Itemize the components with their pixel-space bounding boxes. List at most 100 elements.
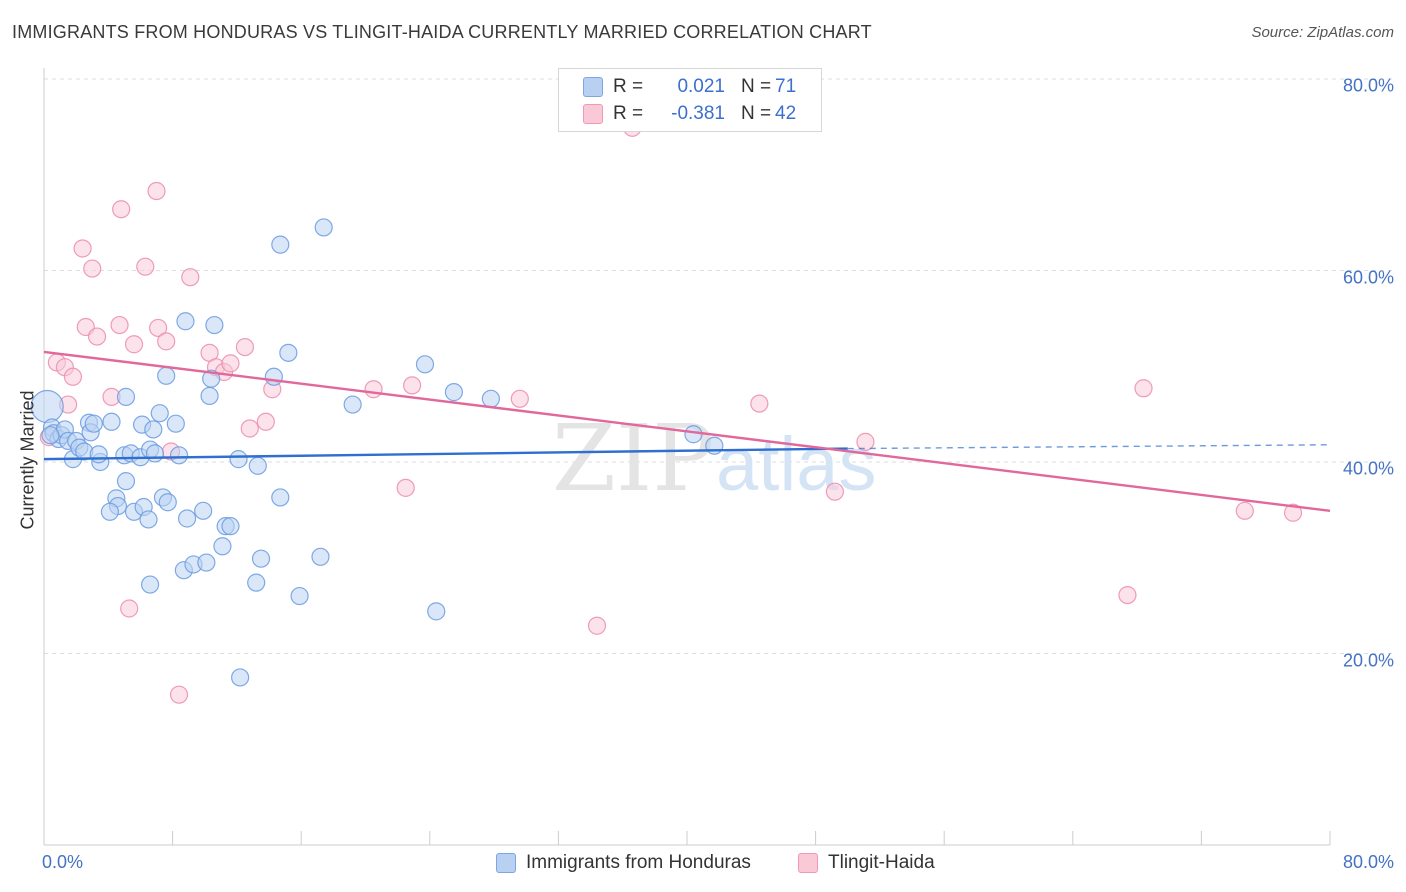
series-legend: Immigrants from Honduras Tlingit-Haida [0, 852, 1406, 878]
honduras-point [248, 456, 267, 475]
honduras-point [231, 668, 250, 687]
honduras-point [157, 366, 176, 385]
legend-item-honduras[interactable]: Immigrants from Honduras [496, 852, 751, 874]
x-tick-label-max: 80.0% [1342, 852, 1394, 872]
honduras-point [140, 575, 160, 594]
tlingit-point [750, 394, 769, 413]
tlingit-point [112, 200, 131, 219]
honduras-point [229, 450, 248, 469]
honduras-point [116, 472, 136, 491]
honduras-point [41, 426, 60, 445]
tlingit-swatch [583, 104, 603, 124]
honduras-point [100, 502, 120, 521]
n-label: N = [741, 76, 772, 97]
honduras-point [343, 395, 362, 414]
tlingit-point [124, 335, 144, 354]
r-value: 0.021 [677, 76, 725, 97]
y-tick-label: 40.0% [1342, 458, 1394, 479]
tlingit-point [1235, 501, 1254, 520]
honduras-point [415, 355, 435, 374]
honduras-point [144, 420, 163, 439]
tlingit-point [169, 685, 189, 704]
y-tick-label: 20.0% [1342, 650, 1394, 670]
honduras-point [197, 553, 216, 572]
honduras-point [200, 386, 219, 406]
honduras-point [145, 444, 165, 463]
tlingit-point [856, 432, 875, 451]
honduras-point [311, 547, 330, 566]
honduras-point [279, 343, 298, 362]
legend-row-tlingit: R = -0.381 N = 42 [583, 101, 809, 127]
trend-lines [43, 350, 1331, 513]
x-tick-label-min: 0.0% [42, 852, 84, 872]
tlingit-point [147, 181, 166, 201]
y-tick-label: 80.0% [1342, 75, 1394, 96]
tlingit-point [181, 268, 200, 287]
tlingit-point [221, 354, 240, 373]
r-label: R = [613, 76, 644, 97]
tlingit-point [83, 259, 102, 278]
honduras-point [427, 602, 446, 621]
tlingit-point [825, 482, 844, 501]
legend-item-tlingit[interactable]: Tlingit-Haida [798, 852, 935, 874]
chart-title: IMMIGRANTS FROM HONDURAS VS TLINGIT-HAID… [12, 22, 872, 42]
honduras-point [684, 425, 703, 444]
honduras-point [202, 369, 221, 388]
tlingit-point [63, 367, 83, 386]
honduras-point [89, 445, 108, 464]
tlingit-point [149, 318, 168, 338]
honduras-point [150, 404, 169, 423]
tlingit-swatch [798, 853, 818, 873]
tlingit-point [1134, 379, 1153, 398]
tlingit-point [87, 327, 107, 346]
tlingit-point [157, 332, 176, 351]
tlingit-point [120, 599, 139, 618]
honduras-swatch [496, 853, 516, 873]
legend-label-honduras: Immigrants from Honduras [526, 852, 751, 873]
honduras-point [205, 315, 224, 335]
chart-source: Source: ZipAtlas.com [1251, 24, 1394, 41]
legend-label-tlingit: Tlingit-Haida [828, 852, 935, 873]
tlingit-point [1283, 503, 1303, 522]
tlingit-point [510, 389, 529, 408]
honduras-point [264, 367, 283, 386]
y-tick-label: 60.0% [1342, 267, 1394, 287]
tlingit-point [240, 419, 259, 438]
honduras-point [169, 446, 189, 465]
honduras-point [194, 501, 213, 520]
honduras-point [705, 436, 724, 455]
tlingit-point [110, 315, 129, 335]
honduras-point [102, 412, 121, 431]
tlingit-point [364, 380, 383, 399]
honduras-point [176, 312, 195, 331]
tlingit-point [403, 376, 422, 395]
watermark-zip: ZIP [552, 405, 714, 512]
honduras-point [481, 389, 500, 408]
tlingit-trend-line [43, 350, 1331, 513]
legend-row-honduras: R = 0.021 N = 71 [583, 74, 809, 100]
honduras-point [139, 510, 158, 529]
r-value: -0.381 [671, 103, 725, 124]
honduras-trend-extension [847, 444, 1331, 450]
y-axis-label: Currently Married [17, 390, 38, 530]
honduras-point [314, 218, 333, 237]
honduras-point [271, 488, 290, 507]
honduras-point [84, 414, 103, 433]
honduras-point [271, 235, 290, 254]
tlingit-point [256, 412, 275, 431]
honduras-swatch [583, 77, 603, 97]
honduras-trend-line [43, 447, 848, 461]
tlingit-point [587, 616, 607, 635]
watermark: ZIP atlas [552, 405, 877, 512]
honduras-point [166, 414, 185, 433]
honduras-point [158, 493, 177, 512]
honduras-point [251, 549, 271, 568]
honduras-point [177, 509, 197, 528]
r-label: R = [613, 103, 644, 124]
honduras-point [213, 537, 232, 556]
tlingit-point [235, 338, 255, 357]
honduras-point [221, 517, 240, 536]
grid-lines [44, 78, 1394, 654]
